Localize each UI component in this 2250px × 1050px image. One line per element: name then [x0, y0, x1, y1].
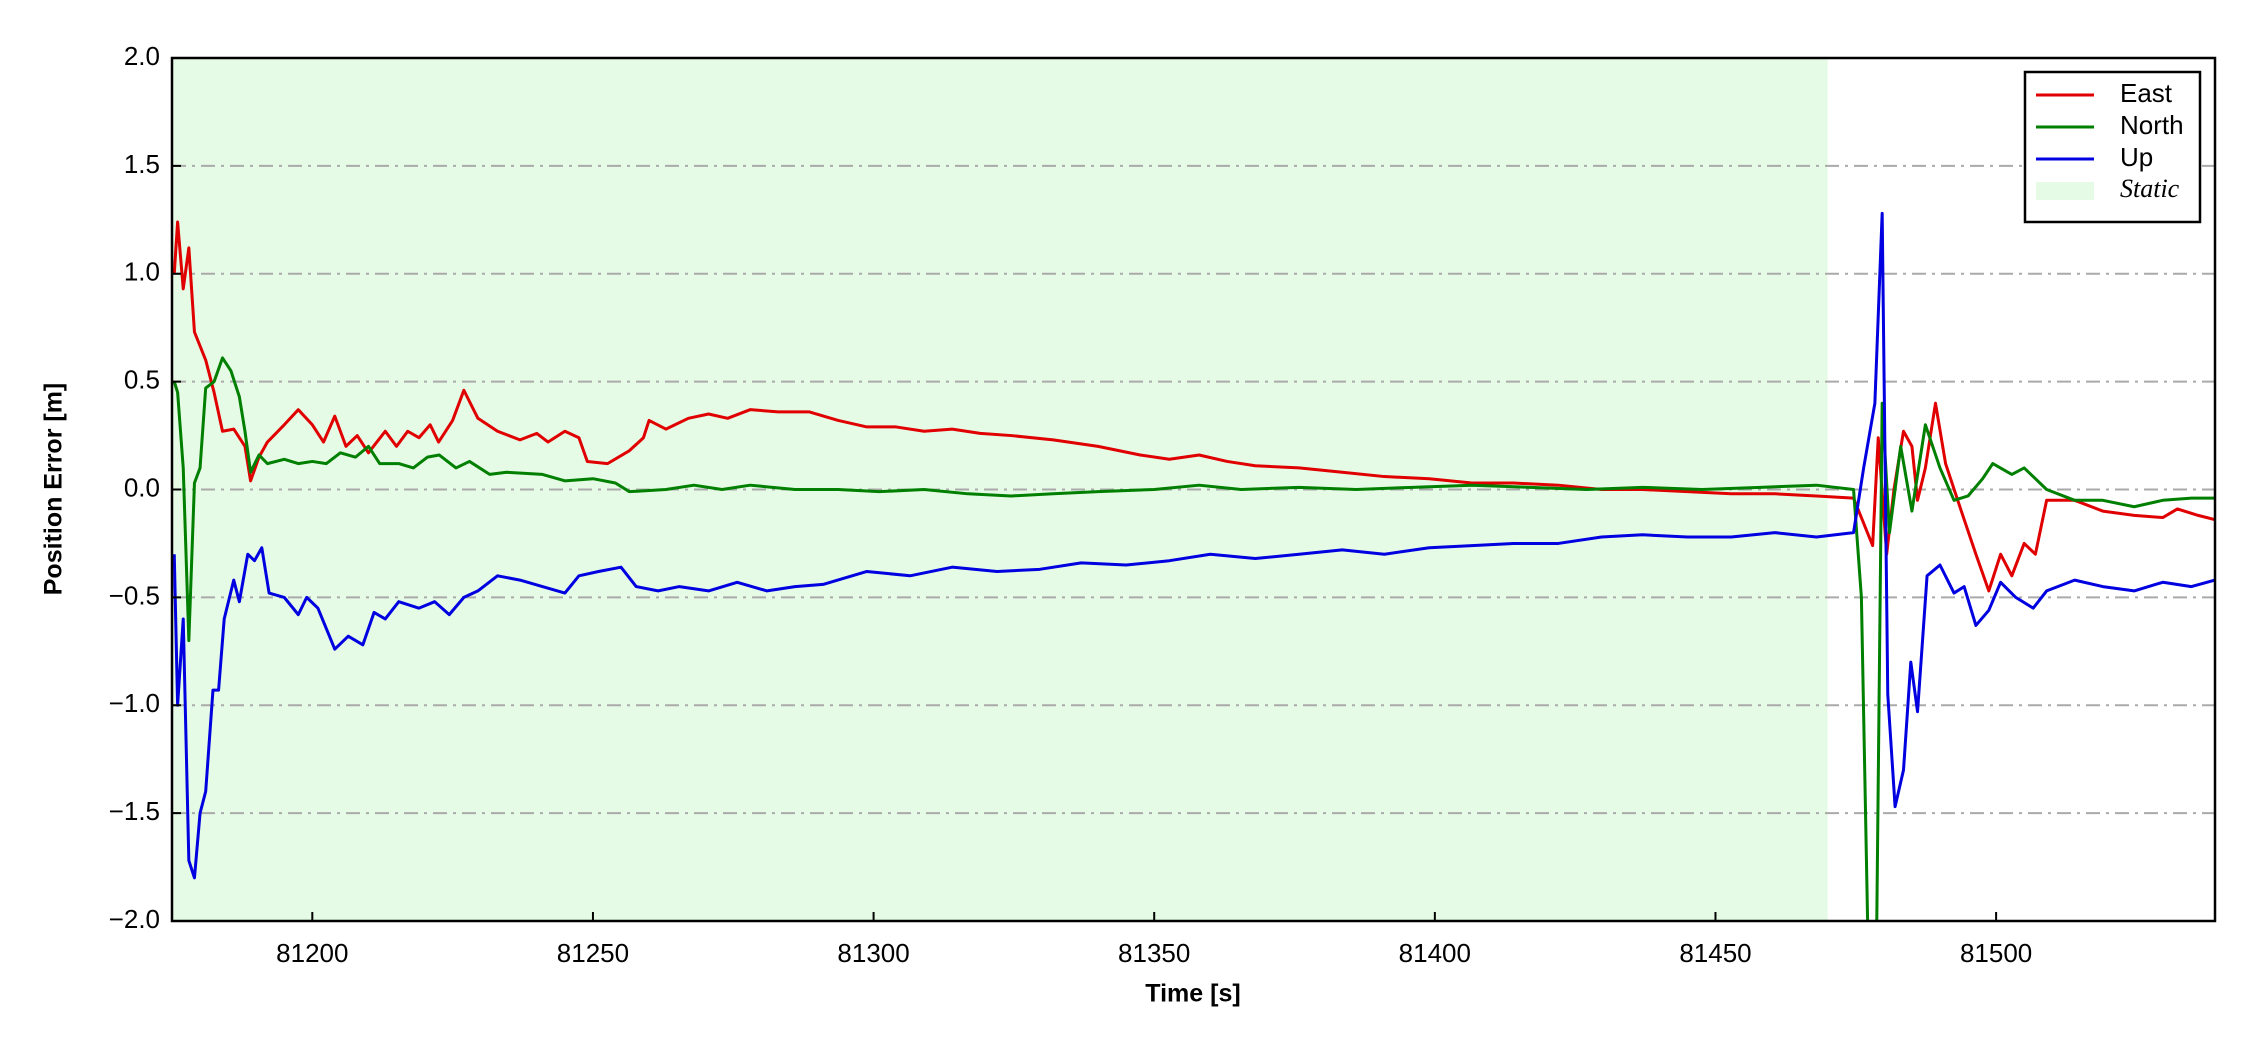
y-tick-label: 0.5	[124, 365, 160, 395]
x-tick-label: 81350	[1118, 938, 1190, 968]
y-tick-label: 2.0	[124, 41, 160, 71]
legend-swatch	[2036, 182, 2094, 200]
ticks: −2.0 −1.5 −1.0 −0.5 0.0 0.5 1.0 1.5 2.0 81200 8125…	[109, 41, 2033, 968]
series-line	[172, 356, 2215, 921]
x-tick-label: 81400	[1399, 938, 1471, 968]
y-tick-label: 0.0	[124, 472, 160, 502]
x-tick-label: 81200	[276, 938, 348, 968]
lines	[172, 211, 2215, 921]
x-tick-label: 81300	[837, 938, 909, 968]
y-axis-label: Position Error [m]	[40, 383, 68, 596]
y-tick-label: −2.0	[109, 904, 160, 934]
legend-label: Static	[2120, 174, 2180, 203]
x-tick-label: 81500	[1960, 938, 2032, 968]
series-line	[172, 220, 2215, 593]
x-tick-label: 81450	[1679, 938, 1751, 968]
series-line	[172, 211, 2215, 880]
x-tick-label: 81250	[557, 938, 629, 968]
y-tick-label: −1.5	[109, 796, 160, 826]
legend-label: Up	[2120, 142, 2153, 172]
y-tick-label: 1.0	[124, 257, 160, 287]
y-tick-label: −1.0	[109, 688, 160, 718]
legend-label: East	[2120, 78, 2173, 108]
y-tick-label: −0.5	[109, 580, 160, 610]
y-tick-label: 1.5	[124, 149, 160, 179]
legend-label: North	[2120, 110, 2184, 140]
x-axis-label: Time [s]	[1145, 980, 1240, 1008]
